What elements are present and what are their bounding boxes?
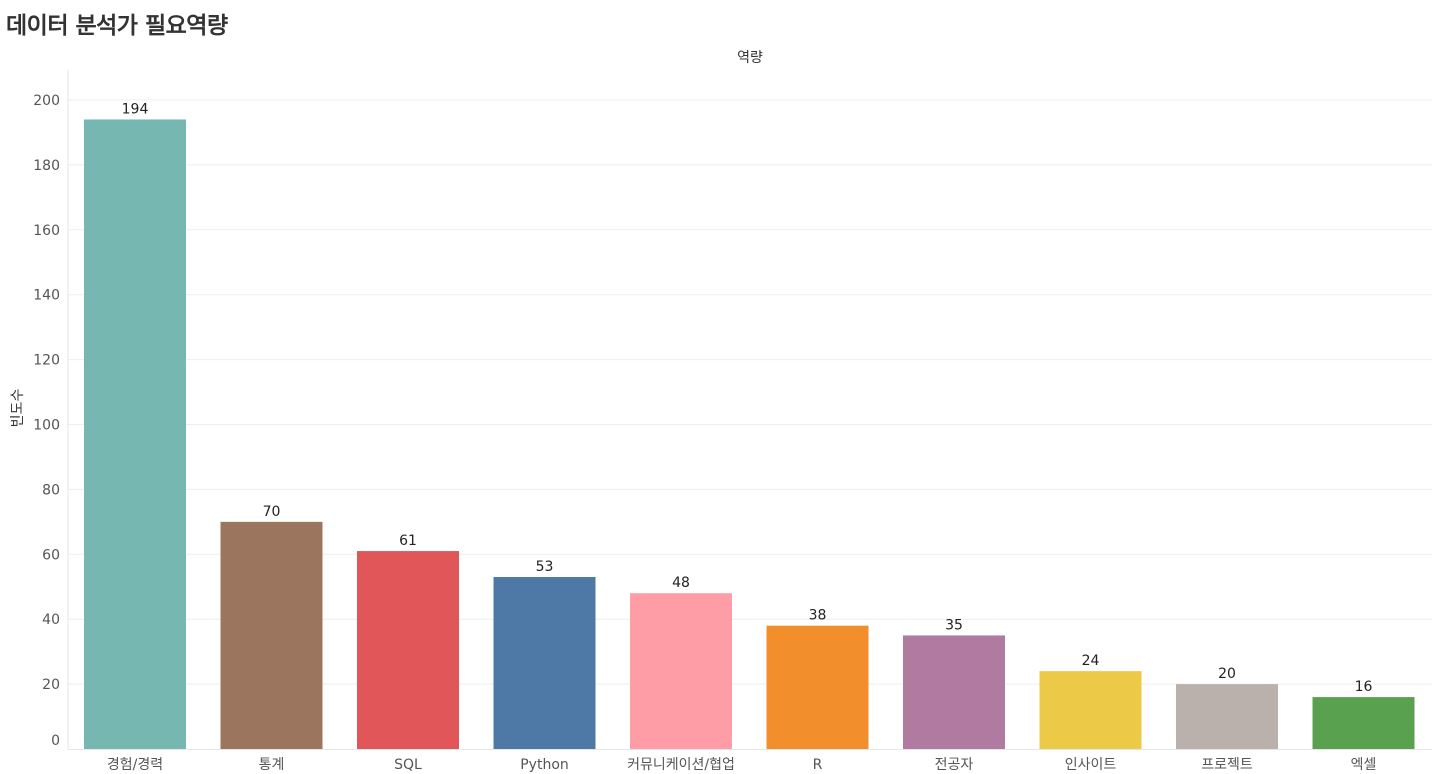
data-label: 61 bbox=[399, 533, 417, 549]
y-tick-label: 140 bbox=[33, 288, 60, 304]
data-label: 194 bbox=[122, 101, 149, 117]
data-label: 38 bbox=[809, 608, 827, 624]
category-label: Python bbox=[520, 757, 569, 773]
category-label: 프로젝트 bbox=[1201, 757, 1253, 773]
y-tick-label: 120 bbox=[33, 353, 60, 369]
category-label: R bbox=[813, 757, 823, 773]
category-label: 전공자 bbox=[935, 757, 974, 773]
y-tick-label: 200 bbox=[33, 93, 60, 109]
category-label: 커뮤니케이션/협업 bbox=[627, 757, 735, 773]
bars bbox=[84, 119, 1415, 750]
bar bbox=[493, 577, 596, 749]
category-label: 경험/경력 bbox=[107, 757, 163, 773]
y-tick-label: 40 bbox=[42, 612, 60, 628]
bar bbox=[903, 635, 1005, 749]
data-label: 48 bbox=[672, 575, 690, 591]
y-tick-labels: 0 20 40 60 80 100 120 140 160 180 200 bbox=[33, 93, 60, 749]
bar bbox=[766, 625, 869, 749]
category-labels: 경험/경력 통계 SQL Python 커뮤니케이션/협업 R 전공자 인사이트 프로젝트 엑셀 bbox=[107, 757, 1377, 773]
category-label: SQL bbox=[394, 757, 422, 773]
category-label: 엑셀 bbox=[1351, 757, 1377, 773]
y-axis-title: 빈도수 bbox=[10, 389, 26, 428]
y-tick-label: 20 bbox=[42, 677, 60, 693]
data-labels: 194 70 61 53 48 38 35 24 20 16 bbox=[122, 101, 1373, 695]
category-label: 인사이트 bbox=[1065, 757, 1117, 773]
y-tick-label: 100 bbox=[33, 418, 60, 434]
category-label: 통계 bbox=[259, 757, 285, 773]
y-tick-label: 160 bbox=[33, 223, 60, 239]
data-label: 70 bbox=[263, 504, 281, 520]
y-tick-label: 180 bbox=[33, 158, 60, 174]
data-label: 20 bbox=[1218, 666, 1236, 682]
data-label: 16 bbox=[1355, 679, 1373, 695]
bar bbox=[630, 593, 732, 749]
data-label: 35 bbox=[945, 617, 963, 633]
bar bbox=[357, 551, 459, 749]
data-label: 24 bbox=[1082, 653, 1100, 669]
y-tick-label: 60 bbox=[42, 547, 60, 563]
bar bbox=[1312, 697, 1415, 749]
bar bbox=[84, 119, 186, 750]
y-tick-label: 0 bbox=[51, 733, 60, 749]
x-axis-title: 역량 bbox=[737, 50, 763, 66]
data-label: 53 bbox=[536, 559, 554, 575]
y-tick-label: 80 bbox=[42, 482, 60, 498]
bar bbox=[1039, 671, 1142, 749]
page-title: 데이터 분석가 필요역량 bbox=[6, 13, 228, 39]
bar bbox=[220, 521, 323, 749]
bar bbox=[1176, 684, 1278, 749]
